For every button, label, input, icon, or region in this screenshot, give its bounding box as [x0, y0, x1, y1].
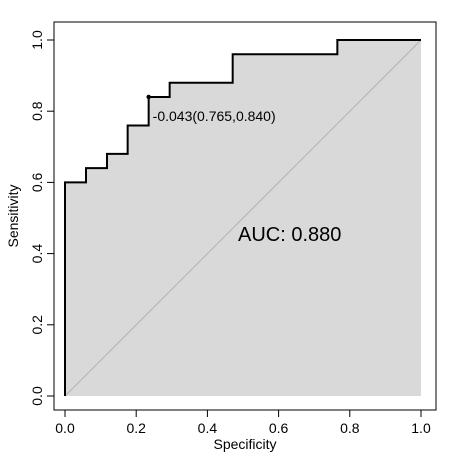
plot-area: -0.043(0.765,0.840) AUC: 0.880	[53, 21, 437, 411]
x-tick-label: 0.6	[269, 420, 289, 436]
y-tick-label: 0.0	[29, 386, 45, 406]
y-tick-label: 0.4	[29, 244, 45, 264]
threshold-label: -0.043(0.765,0.840)	[153, 108, 276, 124]
x-tick-label: 0.0	[55, 420, 75, 436]
y-tick-label: 0.6	[29, 172, 45, 192]
roc-curve-line	[64, 39, 421, 396]
x-tick-label: 0.4	[198, 420, 218, 436]
x-tick-label: 0.2	[126, 420, 146, 436]
threshold-point	[146, 94, 151, 100]
auc-label: AUC: 0.880	[238, 224, 341, 246]
reference-diagonal-line	[64, 39, 422, 397]
x-tick-label: 1.0	[411, 420, 431, 436]
plot-frame	[53, 21, 437, 411]
y-tick-label: 0.2	[29, 315, 45, 335]
x-axis: 0.0 0.2 0.4 0.6 0.8 1.0	[55, 410, 431, 436]
x-axis-title: Specificity	[213, 436, 276, 452]
x-tick-label: 0.8	[340, 420, 360, 436]
y-tick-label: 0.8	[29, 101, 45, 121]
y-axis: 0.0 0.2 0.4 0.6 0.8 1.0	[29, 30, 54, 406]
y-tick-label: 1.0	[29, 30, 45, 50]
y-axis-title: Sensitivity	[5, 184, 21, 247]
